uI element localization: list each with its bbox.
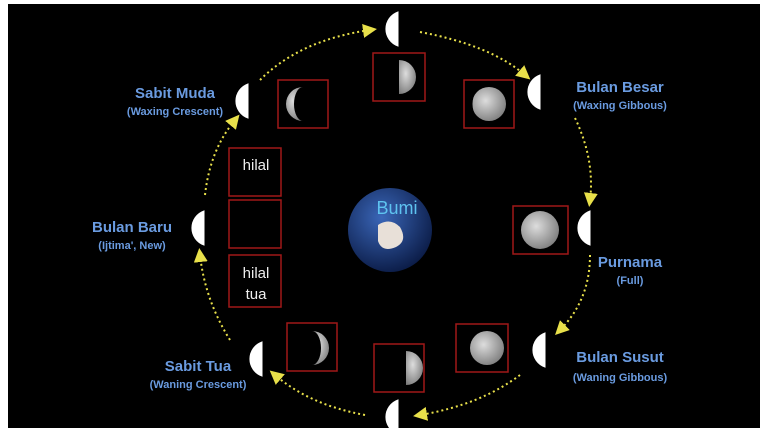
phase-english: (Full) bbox=[617, 275, 644, 287]
phase-name: Bulan Baru bbox=[92, 219, 172, 236]
phase-english: (Ijtima', New) bbox=[98, 240, 166, 252]
phase-english: (Waxing Crescent) bbox=[127, 106, 224, 118]
phase-name: Sabit Muda bbox=[135, 85, 216, 102]
hilal-label: hilal bbox=[243, 157, 270, 174]
phase-english: (Waning Crescent) bbox=[150, 379, 247, 391]
phase-name: Purnama bbox=[598, 254, 663, 271]
diagram: hilal hilal tua Bumi Sabit Muda (Waxing … bbox=[0, 0, 767, 434]
phase-english: (Waning Gibbous) bbox=[573, 372, 668, 384]
earth-label: Bumi bbox=[376, 198, 417, 218]
phase-name: Bulan Susut bbox=[576, 349, 664, 366]
hilal-tua-label: tua bbox=[246, 286, 268, 303]
phase-english: (Waxing Gibbous) bbox=[573, 100, 667, 112]
hilal-tua-label: hilal bbox=[243, 265, 270, 282]
phase-name: Bulan Besar bbox=[576, 79, 664, 96]
phase-name: Sabit Tua bbox=[165, 358, 232, 375]
